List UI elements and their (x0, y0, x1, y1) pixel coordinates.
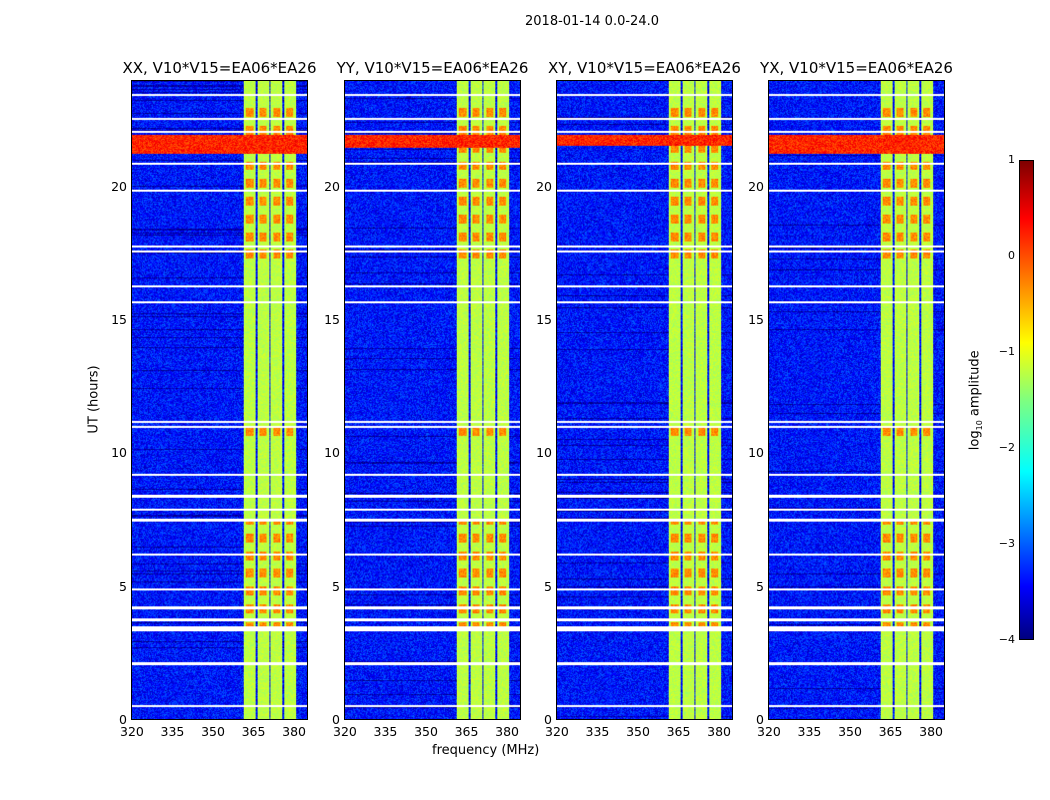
colorbar-tick-label: −2 (998, 441, 1015, 454)
colorbar-tick-label: −1 (998, 345, 1015, 358)
colorbar-label-sub: 10 (975, 420, 985, 431)
y-tick-label: 15 (748, 312, 764, 327)
spectrogram-panel (131, 80, 308, 720)
colorbar (1019, 160, 1034, 640)
x-tick-label: 365 (241, 724, 266, 739)
y-tick-label: 15 (536, 312, 552, 327)
y-tick-label: 5 (544, 578, 552, 594)
y-tick-label: 0 (756, 712, 764, 727)
x-tick-label: 365 (666, 724, 691, 739)
colorbar-tick-label: 1 (1008, 153, 1015, 166)
panel-title: YY, V10*V15=EA06*EA26 (336, 59, 529, 77)
colorbar-label-main: log (967, 430, 983, 451)
x-tick-label: 320 (333, 724, 357, 739)
y-tick-label: 0 (119, 712, 127, 727)
y-tick-label: 10 (536, 445, 552, 461)
x-tick-label: 350 (414, 724, 438, 739)
y-tick-label: 5 (756, 578, 764, 594)
x-tick-label: 380 (495, 724, 519, 739)
spectrogram-panel (768, 80, 945, 720)
spectrogram-heatmap (345, 81, 520, 719)
x-tick-label: 335 (373, 724, 398, 739)
y-tick-label: 10 (748, 445, 764, 461)
x-tick-label: 320 (120, 724, 144, 739)
y-tick-label: 15 (324, 312, 340, 327)
colorbar-tick-label: −4 (998, 633, 1015, 646)
spectrogram-heatmap (132, 81, 307, 719)
spectrogram-heatmap (769, 81, 944, 719)
x-tick-label: 380 (707, 724, 731, 739)
spectrogram-panel (556, 80, 733, 720)
colorbar-tick-label: 0 (1008, 249, 1015, 262)
x-tick-label: 320 (757, 724, 781, 739)
x-tick-label: 380 (919, 724, 943, 739)
panel-title: XX, V10*V15=EA06*EA26 (122, 59, 317, 77)
x-tick-label: 350 (201, 724, 225, 739)
y-tick-label: 10 (111, 445, 127, 461)
y-tick-label: 0 (332, 712, 340, 727)
spectrogram-heatmap (557, 81, 732, 719)
y-tick-label: 20 (324, 178, 340, 194)
x-tick-label: 365 (454, 724, 479, 739)
panel-title: XY, V10*V15=EA06*EA26 (548, 59, 741, 77)
x-tick-label: 335 (585, 724, 610, 739)
x-axis-label: frequency (MHz) (432, 743, 540, 758)
y-tick-label: 20 (748, 178, 764, 194)
x-tick-label: 350 (838, 724, 862, 739)
colorbar-label-rest: amplitude (967, 350, 983, 421)
x-tick-label: 350 (626, 724, 650, 739)
x-tick-label: 320 (545, 724, 569, 739)
colorbar-tick-label: −3 (998, 537, 1015, 550)
y-tick-label: 5 (119, 578, 127, 594)
x-tick-label: 365 (878, 724, 903, 739)
x-tick-label: 380 (282, 724, 306, 739)
colorbar-label: log10 amplitude (968, 350, 985, 450)
figure-title: 2018-01-14 0.0-24.0 (525, 14, 659, 29)
y-tick-label: 10 (324, 445, 340, 461)
y-tick-label: 15 (111, 312, 127, 327)
y-axis-label: UT (hours) (86, 365, 102, 434)
y-tick-label: 20 (536, 178, 552, 194)
panel-title: YX, V10*V15=EA06*EA26 (760, 59, 953, 77)
y-tick-label: 5 (332, 578, 340, 594)
x-tick-label: 335 (797, 724, 822, 739)
spectrogram-panel (344, 80, 521, 720)
x-tick-label: 335 (160, 724, 185, 739)
y-tick-label: 20 (111, 178, 127, 194)
y-tick-label: 0 (544, 712, 552, 727)
